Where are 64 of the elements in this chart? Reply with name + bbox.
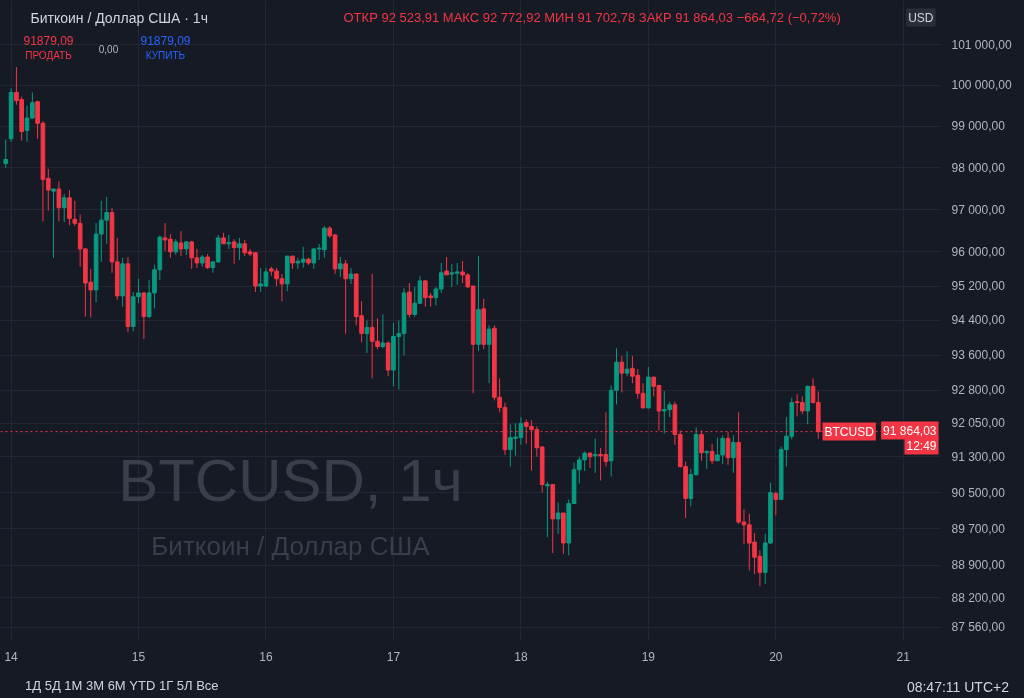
annotation: 91879,09 — [23, 34, 74, 48]
y-tick-label: 88 900,00 — [951, 558, 1006, 573]
candlestick — [407, 282, 412, 318]
candlestick — [189, 240, 195, 270]
annotation: 0,00 — [98, 43, 119, 55]
y-tick-label: 90 500,00 — [951, 485, 1006, 500]
text: Биткоин / Доллар США · 1ч — [30, 9, 208, 26]
candlestick — [343, 259, 348, 334]
candlestick — [178, 230, 184, 257]
candlestick — [51, 188, 56, 259]
candlestick — [619, 355, 625, 393]
annotation: USD — [908, 10, 934, 25]
candlestick — [731, 434, 736, 474]
y-tick-label: 89 700,00 — [951, 521, 1006, 536]
candlestick — [348, 267, 354, 285]
x-tick-label: 16 — [259, 649, 273, 664]
ref-line-label: BTCUSD — [824, 424, 875, 439]
annotation: ОТКР 92 523,91 МАКС 92 772,92 МИН 91 702,78 ЗАКР 91 864,03 −664,72 (−0,72%) — [343, 10, 841, 25]
candlestick — [3, 139, 9, 169]
y-tick-label: 93 600,00 — [951, 348, 1006, 363]
candlestick — [141, 291, 147, 340]
x-tick-label: 21 — [896, 649, 911, 664]
text: 1Д 5Д 1М 3М 6М YTD 1Г 5Л Все — [25, 677, 219, 695]
candlestick — [709, 443, 715, 465]
candlestick — [67, 189, 72, 226]
candlestick — [56, 180, 62, 222]
candlestick — [545, 481, 550, 538]
y-tick-label: 96 000,00 — [951, 244, 1006, 259]
candlestick — [773, 491, 779, 516]
y-tick-label: 100 000,00 — [951, 78, 1012, 93]
x-tick-label: 14 — [4, 649, 19, 664]
candlestick — [61, 193, 67, 223]
x-tick-label: 18 — [514, 649, 528, 664]
candlestick — [624, 350, 630, 377]
y-tick-label: 91 300,00 — [951, 449, 1006, 464]
y-tick-label: 92 800,00 — [951, 383, 1006, 398]
candlestick — [237, 237, 242, 261]
y-tick-label: 98 000,00 — [951, 160, 1006, 175]
x-tick-label: 20 — [769, 649, 783, 664]
annotation: 91879,09 — [140, 34, 191, 48]
x-tick-label: 19 — [641, 649, 656, 664]
candlestick — [380, 313, 386, 349]
candlestick — [704, 449, 710, 470]
y-tick-label: 97 000,00 — [951, 202, 1006, 217]
y-tick-label: 101 000,00 — [951, 37, 1012, 52]
annotation: КУПИТЬ — [145, 50, 186, 61]
candlestick — [364, 319, 370, 354]
y-tick-label: 87 560,00 — [951, 620, 1006, 635]
candlestick — [555, 502, 561, 535]
y-tick-label: 92 050,00 — [951, 416, 1006, 431]
y-tick-label: 99 000,00 — [951, 119, 1006, 134]
candlestick — [231, 238, 237, 265]
annotation: ПРОДАТЬ — [25, 50, 73, 61]
annotation: 12:49 — [906, 438, 937, 453]
candlestick — [337, 256, 343, 278]
y-tick-label: 94 400,00 — [951, 313, 1006, 328]
x-tick-label: 15 — [131, 649, 146, 664]
annotation: 91 864,03 — [883, 423, 937, 438]
candlestick — [592, 437, 598, 474]
y-tick-label: 95 200,00 — [951, 279, 1006, 294]
candlestick — [486, 324, 492, 384]
y-tick-label: 88 200,00 — [951, 590, 1006, 605]
x-tick-label: 17 — [386, 649, 401, 664]
text: 08:47:11 UTC+2 — [906, 678, 1009, 697]
